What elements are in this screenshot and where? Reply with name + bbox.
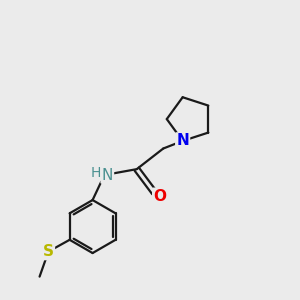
Text: S: S xyxy=(43,244,54,259)
Text: N: N xyxy=(176,134,189,148)
Text: N: N xyxy=(102,167,113,182)
Text: H: H xyxy=(91,166,101,180)
Text: O: O xyxy=(153,189,166,204)
